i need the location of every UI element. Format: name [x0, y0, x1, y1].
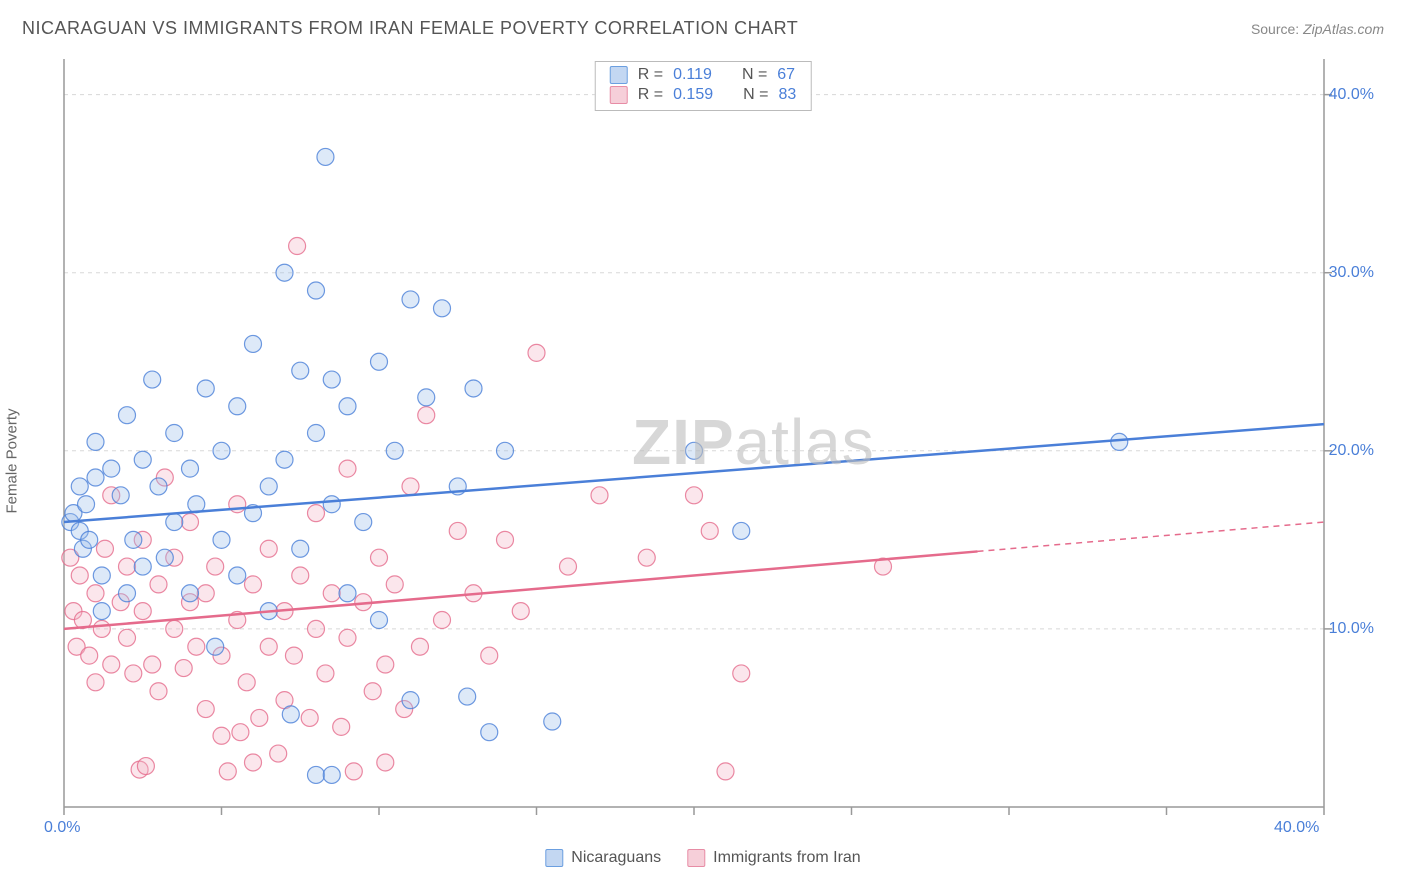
correlation-legend: R = 0.119 N = 67 R = 0.159 N = 83: [595, 61, 812, 111]
legend-label: Immigrants from Iran: [713, 849, 861, 867]
legend-item: Immigrants from Iran: [687, 849, 861, 867]
n-value: 83: [778, 86, 796, 104]
y-tick-label: 20.0%: [1329, 442, 1374, 460]
n-label: N =: [743, 86, 768, 104]
r-label: R =: [638, 86, 663, 104]
scatter-chart: [52, 55, 1384, 827]
n-value: 67: [777, 66, 795, 84]
legend-swatch-pink: [610, 86, 628, 104]
x-tick-label: 0.0%: [44, 819, 80, 837]
legend-swatch-blue: [545, 849, 563, 867]
legend-swatch-blue: [610, 66, 628, 84]
y-tick-label: 10.0%: [1329, 620, 1374, 638]
y-tick-label: 30.0%: [1329, 264, 1374, 282]
y-tick-label: 40.0%: [1329, 86, 1374, 104]
legend-label: Nicaraguans: [571, 849, 661, 867]
legend-item: Nicaraguans: [545, 849, 661, 867]
r-value: 0.159: [673, 86, 713, 104]
chart-source: Source: ZipAtlas.com: [1251, 21, 1384, 37]
legend-row: R = 0.159 N = 83: [610, 85, 797, 105]
chart-title: NICARAGUAN VS IMMIGRANTS FROM IRAN FEMAL…: [22, 18, 798, 39]
n-label: N =: [742, 66, 767, 84]
plot-area: Female Poverty ZIPatlas R = 0.119 N = 67…: [22, 55, 1384, 867]
r-label: R =: [638, 66, 663, 84]
chart-header: NICARAGUAN VS IMMIGRANTS FROM IRAN FEMAL…: [22, 18, 1384, 39]
x-tick-label: 40.0%: [1274, 819, 1319, 837]
series-legend: Nicaraguans Immigrants from Iran: [545, 849, 860, 867]
source-label: Source:: [1251, 21, 1299, 37]
y-axis-label: Female Poverty: [4, 408, 21, 513]
source-name: ZipAtlas.com: [1303, 21, 1384, 37]
legend-row: R = 0.119 N = 67: [610, 65, 797, 85]
r-value: 0.119: [673, 66, 712, 84]
legend-swatch-pink: [687, 849, 705, 867]
